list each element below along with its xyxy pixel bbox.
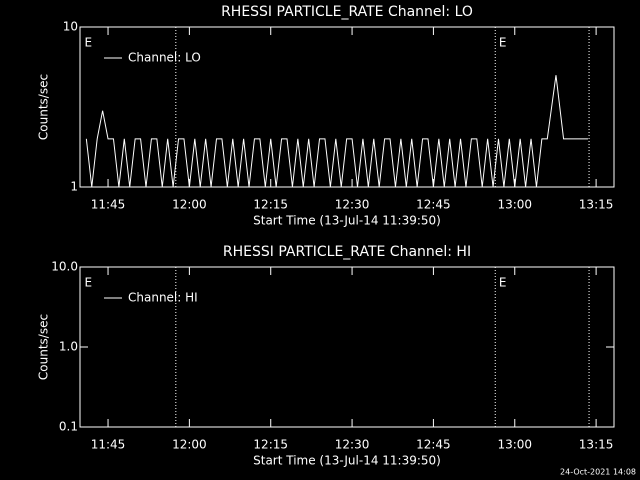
event-label: E [85,36,93,50]
plot-frame [79,26,615,188]
y-tick-label: 10 [63,20,78,34]
x-tick-label: 13:00 [497,438,532,452]
x-tick-label: 12:45 [416,198,451,212]
x-tick-label: 12:15 [253,438,288,452]
data-line [85,75,588,188]
event-label: E [85,276,93,290]
y-axis-label: Counts/sec [37,74,51,140]
x-tick-label: 12:00 [172,438,207,452]
x-tick-label: 11:45 [91,198,126,212]
footer: 24-Oct-2021 14:08 [560,468,636,477]
chart-title: RHESSI PARTICLE_RATE Channel: HI [223,244,471,260]
x-tick-label: 12:30 [335,198,370,212]
x-tick-label: 13:15 [579,198,614,212]
x-tick-label: 12:30 [335,438,370,452]
x-axis-label: Start Time (13-Jul-14 11:39:50) [253,454,441,468]
event-label: E [499,36,507,50]
y-tick-label: 1.0 [59,340,78,354]
x-tick-label: 13:00 [497,198,532,212]
x-tick-label: 11:45 [91,438,126,452]
y-tick-label: 0.1 [59,420,78,434]
x-axis-label: Start Time (13-Jul-14 11:39:50) [253,214,441,228]
event-label: E [499,276,507,290]
y-axis-label: Counts/sec [37,314,51,380]
x-tick-label: 12:15 [253,198,288,212]
x-tick-label: 13:15 [579,438,614,452]
y-tick-label: 1 [70,180,78,194]
legend-label: Channel: LO [128,51,201,65]
x-tick-label: 12:45 [416,438,451,452]
x-tick-label: 12:00 [172,198,207,212]
legend-label: Channel: HI [128,291,198,305]
chart-title: RHESSI PARTICLE_RATE Channel: LO [221,4,473,20]
y-tick-label: 10.0 [51,260,78,274]
